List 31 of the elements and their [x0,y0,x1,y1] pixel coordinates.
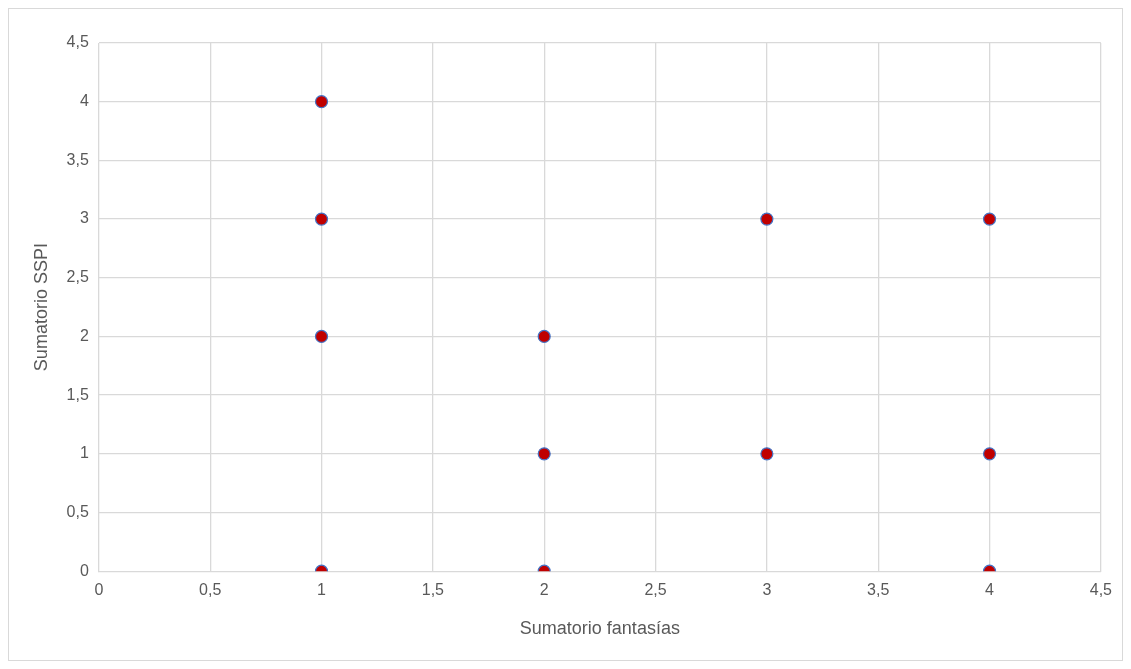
point [537,447,551,461]
y-tick-label: 0 [79,561,89,579]
point [982,212,997,226]
x-tick-label: 1 [317,581,327,599]
y-tick-label: 4,5 [66,33,89,51]
point [760,447,774,461]
x-axis-title: Sumatorio fantasías [519,618,680,639]
x-tick-label: 2,5 [644,581,667,599]
x-tick-label: 3,5 [867,581,890,599]
y-tick-label: 2,5 [66,268,89,286]
point [314,212,329,226]
point [982,447,997,461]
x-tick-label: 0,5 [199,581,222,599]
y-tick-label: 2 [79,326,89,344]
y-tick-label: 0,5 [66,502,89,520]
y-tick-label: 4 [79,92,89,110]
x-tick-label: 1,5 [421,581,445,599]
x-tick-label: 3 [762,581,772,599]
y-tick-label: 1,5 [66,385,89,403]
point [537,329,551,344]
y-axis-title: Sumatorio SSPI [30,243,51,372]
x-tick-label: 0 [94,581,104,599]
y-tick-label: 3,5 [66,150,89,168]
y-tick-label: 1 [79,444,89,462]
x-tick-label: 4,5 [1089,581,1113,599]
point [314,95,329,109]
y-tick-label: 3 [79,209,89,227]
x-tick-label: 4 [985,581,995,599]
point [760,212,774,226]
x-tick-label: 2 [539,581,549,599]
point [314,329,329,344]
